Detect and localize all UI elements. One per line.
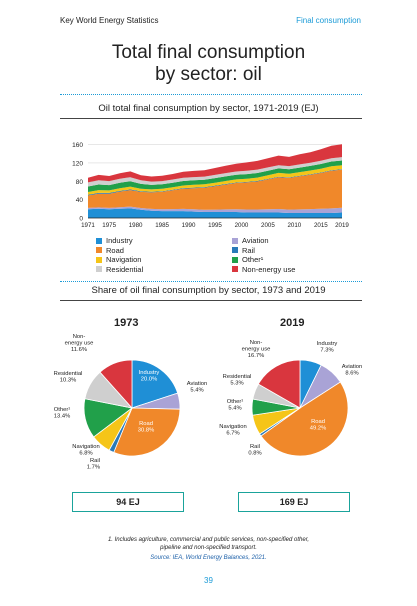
legend-label: Non-energy use (242, 264, 296, 274)
area-series-non-energy-use (88, 144, 342, 183)
pie-slice-label: Residential 5.3% (223, 374, 252, 387)
x-tick-label: 1971 (81, 222, 95, 229)
legend-swatch (232, 237, 238, 244)
footnote-line-1: 1. Includes agriculture, commercial and … (107, 537, 310, 543)
header-publication-title: Key World Energy Statistics (60, 16, 159, 25)
section-divider (60, 281, 362, 282)
y-tick-label: 120 (72, 160, 83, 167)
legend-swatch (232, 266, 238, 272)
page-title-line-2: by sector: oil (155, 64, 262, 85)
pie-slice-label: Road 49.2% (310, 419, 326, 432)
x-tick-label: 1980 (129, 222, 143, 229)
legend-swatch (96, 247, 102, 253)
x-tick-label: 1995 (208, 222, 222, 229)
page-title-line-1: Total final consumption (111, 42, 306, 63)
x-tick-label: 1975 (102, 222, 116, 229)
legend-label: Other¹ (242, 255, 264, 264)
legend-swatch (96, 266, 102, 272)
header-section-link[interactable]: Final consumption (296, 16, 361, 25)
area-series-navigation (88, 165, 342, 195)
total-1973-box: 94 EJ (72, 492, 184, 512)
pie-2019-slice-road (260, 381, 349, 457)
legend-swatch (96, 256, 102, 263)
area-series-industry (88, 208, 342, 218)
legend-label: Aviation (242, 236, 269, 245)
area-chart: 0 40 80 120 160 1971 1975 1980 1985 1990 1995 2000 2… (72, 142, 349, 229)
pie-slice-label: Industry 7.3% (317, 341, 338, 354)
legend-item: Rail (232, 246, 255, 255)
legend-item: Industry (96, 236, 133, 245)
x-tick-label: 2015 (314, 222, 328, 229)
legend-label: Navigation (106, 255, 142, 264)
legend-item: Navigation (96, 255, 141, 264)
area-series-aviation (88, 206, 342, 213)
x-tick-label: 2000 (235, 222, 249, 229)
x-tick-label: 2005 (261, 222, 275, 229)
pie-slice-label: Road 30.8% (138, 421, 154, 434)
x-tick-label: 1985 (155, 222, 169, 229)
pie-1973-title: 1973 (114, 317, 139, 329)
pie-slice-label: Other¹ 5.4% (227, 399, 243, 412)
legend-item: Non-energy use (232, 265, 295, 274)
pie-slice-label: Navigation 6.8% (72, 444, 99, 457)
pie-slice-label: Non-energy use 16.7% (242, 340, 271, 359)
area-series-road (88, 169, 342, 210)
source-link[interactable]: Source: IEA, World Energy Balances, 2021… (150, 555, 267, 561)
pie-slice-label: Non-energy use 11.6% (65, 334, 94, 353)
title-divider (60, 94, 362, 95)
legend-item: Residential (96, 265, 143, 274)
pie-section-title-underline (60, 300, 362, 301)
pie-section-title: Share of oil final consumption by sector… (91, 285, 326, 296)
pie-slice-label: Residential 10.3% (54, 371, 83, 384)
legend-swatch (232, 256, 238, 263)
legend-label: Industry (106, 236, 133, 245)
x-tick-label: 2019 (335, 222, 349, 229)
pie-charts: Industry 20.0% Aviation 5.4% Road 30.8% Rail 1.… (54, 334, 363, 471)
legend-label: Road (106, 245, 124, 255)
pie-1973-slice-industry (131, 359, 179, 409)
pie-slice-label: Industry 20.0% (139, 370, 160, 383)
y-tick-label: 0 (79, 216, 83, 223)
pie-slice-label: Aviation 8.6% (342, 364, 363, 377)
area-chart-title: Oil total final consumption by sector, 1… (98, 103, 319, 114)
pie-slice-label: Rail 1.7% (87, 458, 100, 471)
page-number: 39 (204, 576, 213, 585)
legend-item: Aviation (232, 236, 269, 245)
x-tick-label: 1990 (182, 222, 196, 229)
total-2019-box: 169 EJ (238, 492, 350, 512)
y-tick-label: 80 (76, 179, 84, 186)
page-title: Total final consumption by sector: oil (0, 42, 417, 86)
legend-label: Rail (242, 245, 255, 255)
legend-swatch (232, 247, 238, 253)
legend-item: Other¹ (232, 255, 263, 264)
legend-label: Residential (106, 264, 144, 274)
x-tick-label: 2010 (287, 222, 301, 229)
footnote-line-2: pipeline and non-specified transport. (160, 545, 257, 551)
pie-slice-label: Other¹ 13.4% (54, 407, 70, 420)
pie-1973-slice-road (113, 407, 181, 457)
legend-swatch (96, 237, 102, 244)
y-tick-label: 160 (72, 142, 83, 149)
pie-2019-slice-non-energy-use (257, 359, 301, 409)
pie-slice-label: Rail 0.8% (248, 444, 261, 457)
pie-1973-slice-non-energy-use (99, 359, 133, 410)
y-tick-label: 40 (76, 197, 84, 204)
area-series-other (88, 160, 342, 192)
pie-slice-label: Aviation 5.4% (187, 381, 208, 394)
pie-slice-label: Navigation 6.7% (219, 424, 246, 437)
area-series-residential (88, 157, 342, 187)
legend-item: Road (96, 246, 124, 255)
pie-2019-title: 2019 (280, 317, 305, 329)
area-series-rail (88, 169, 342, 196)
area-chart-title-underline (60, 118, 362, 119)
